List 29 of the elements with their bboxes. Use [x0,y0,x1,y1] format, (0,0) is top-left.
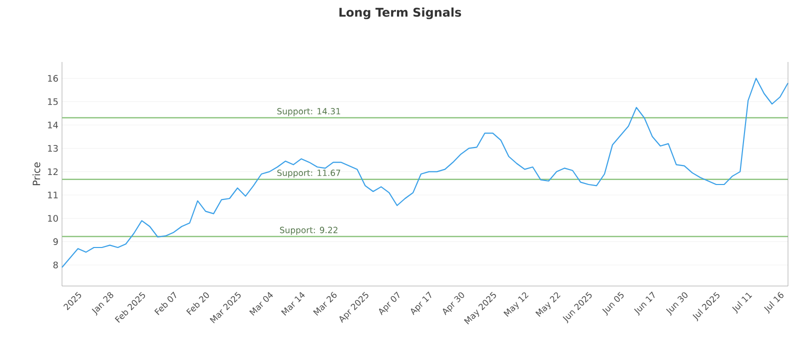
y-tick-label: 12 [48,168,58,175]
x-tick-label: Jul 16 [764,292,784,314]
y-tick-label: 9 [53,238,58,246]
y-tick-label: 14 [48,122,58,128]
x-tick-label: Apr 30 [442,292,464,316]
y-tick-label: 13 [48,144,58,152]
ref-line-label: Support: 14.31 [277,108,340,116]
x-tick-label: Jul 11 [732,292,752,314]
x-tick-label: Feb 07 [154,292,176,316]
x-tick-label: Mar 04 [249,292,273,316]
x-tick-label: Mar 14 [281,292,305,316]
ref-line-label: Support: 11.67 [277,170,340,178]
y-tick-label: 10 [48,214,58,222]
y-tick-label: 11 [48,192,58,198]
y-tick-label: 8 [53,262,58,268]
x-tick-label: Jun 30 [666,292,688,316]
x-tick-label: Apr 17 [410,292,432,316]
chart-title: Long Term Signals [339,8,462,20]
ref-line-label: Support: 9.22 [280,226,338,235]
line-series [61,78,789,268]
x-tick-label: Mar 26 [313,292,337,316]
x-tick-label: Jan 28 [92,292,114,316]
y-tick-label: 16 [48,74,58,82]
y-tick-label: 15 [48,98,58,105]
x-tick-label: Jun 17 [634,292,655,316]
x-tick-label: Apr 07 [379,292,400,316]
x-tick-label: Feb 20 [186,292,209,316]
x-tick-label: Jun 05 [602,292,624,316]
y-axis-title: Price [32,162,40,186]
